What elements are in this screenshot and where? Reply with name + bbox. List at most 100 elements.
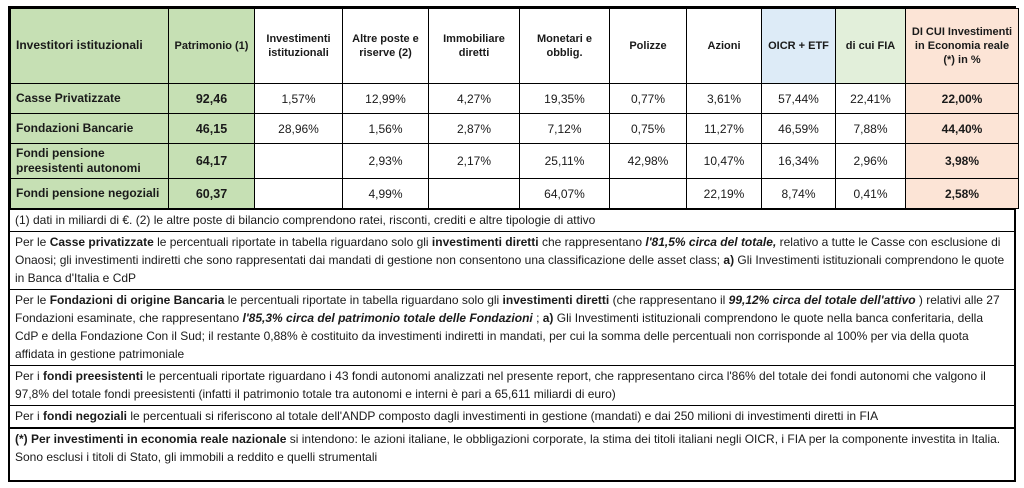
data-cell: 2,93% <box>342 143 429 179</box>
header-cell: Monetari e obblig. <box>519 8 610 84</box>
header-row: Investitori istituzionali Patrimonio (1) I… <box>10 8 1019 84</box>
footnote-segment: a) <box>723 253 735 267</box>
header-cell: DI CUI Investimenti in Economia reale (*… <box>905 8 1019 84</box>
data-cell: 22,19% <box>686 178 762 209</box>
footnote-segment: ) relativi alle 27 Fondazioni esaminate,… <box>15 293 1000 325</box>
data-cell: 2,17% <box>428 143 520 179</box>
data-cell: 0,77% <box>609 83 687 114</box>
header-cell: Azioni <box>686 8 762 84</box>
header-cell: Investitori istituzionali <box>10 8 169 84</box>
footnote-segment: a) <box>542 311 554 325</box>
footnote-segment: si intendono: le azioni italiane, le obb… <box>15 432 1001 464</box>
footnote-paragraph: Per le Fondazioni di origine Bancaria le… <box>10 289 1014 365</box>
header-cell: OICR + ETF <box>761 8 836 84</box>
footnote-segment: l'81,5% circa del totale, <box>645 235 777 249</box>
table-row: Fondazioni Bancarie 46,15 28,96% 1,56% 2,87%… <box>10 113 1019 144</box>
footnote-segment: Gli Investimenti istituzionali comprendo… <box>15 253 1005 285</box>
footnote-segment: che rappresentano <box>538 235 646 249</box>
header-cell: Immobiliare diretti <box>428 8 520 84</box>
footnote-segment: investimenti diretti <box>431 235 539 249</box>
data-cell: 7,88% <box>835 113 906 144</box>
data-cell: 64,17 <box>168 143 255 179</box>
footnote-segment: relativo a tutte le Casse con esclusione… <box>15 235 1001 267</box>
footnote-paragraph: Per le Casse privatizzate le percentuali… <box>10 231 1014 289</box>
footnote-segment: Fondazioni di origine Bancaria <box>49 293 225 307</box>
data-cell <box>428 178 520 209</box>
footnote-segment: (1) dati in miliardi di €. (2) le altre … <box>15 213 596 227</box>
data-cell: 64,07% <box>519 178 610 209</box>
header-cell: Patrimonio (1) <box>168 8 255 84</box>
header-cell: Investimenti istituzionali <box>254 8 343 84</box>
data-cell: 28,96% <box>254 113 343 144</box>
data-cell <box>254 143 343 179</box>
data-cell: 8,74% <box>761 178 836 209</box>
data-cell: 92,46 <box>168 83 255 114</box>
data-cell <box>254 178 343 209</box>
data-cell: 1,56% <box>342 113 429 144</box>
data-cell <box>609 178 687 209</box>
data-cell: 46,59% <box>761 113 836 144</box>
data-cell: 0,75% <box>609 113 687 144</box>
footnote-segment: Casse privatizzate <box>49 235 154 249</box>
table-row: Fondi pensione negoziali 60,37 4,99% 64,07%… <box>10 178 1019 209</box>
footnotes: (1) dati in miliardi di €. (2) le altre … <box>10 209 1014 480</box>
footnote-segment: le percentuali si riferiscono al totale … <box>127 409 879 423</box>
header-cell: Polizze <box>609 8 687 84</box>
data-cell: 12,99% <box>342 83 429 114</box>
data-cell: 22,00% <box>905 83 1019 114</box>
footnote-segment: le percentuali riportate in tabella rigu… <box>153 235 432 249</box>
data-cell: 3,98% <box>905 143 1019 179</box>
footnote-paragraph: Per i fondi negoziali le percentuali si … <box>10 405 1014 427</box>
footnote-segment: (*) Per investimenti in economia reale n… <box>15 432 287 446</box>
data-cell: 7,12% <box>519 113 610 144</box>
footnote-paragraph: Per i fondi preesistenti le percentuali … <box>10 365 1014 405</box>
header-cell: di cui FIA <box>835 8 906 84</box>
data-cell: 0,41% <box>835 178 906 209</box>
footnote-segment: (che rappresentano il <box>609 293 729 307</box>
footnote-segment: fondi negoziali <box>43 409 128 423</box>
data-cell: 44,40% <box>905 113 1019 144</box>
table-header: Investitori istituzionali Patrimonio (1) I… <box>10 8 1019 84</box>
footnote-segment: Per le <box>15 235 50 249</box>
footnote-segment: Per i <box>15 409 44 423</box>
investors-table: Investitori istituzionali Patrimonio (1) I… <box>10 8 1019 209</box>
table-outer-border: Investitori istituzionali Patrimonio (1) I… <box>8 6 1019 482</box>
data-cell: 10,47% <box>686 143 762 179</box>
row-label: Fondi pensione preesistenti autonomi <box>10 143 169 179</box>
table-body: Casse Privatizzate 92,46 1,57% 12,99% 4,27% 1… <box>10 83 1019 209</box>
footnote-segment: investimenti diretti <box>502 293 610 307</box>
data-cell: 46,15 <box>168 113 255 144</box>
data-cell: 4,99% <box>342 178 429 209</box>
data-cell: 19,35% <box>519 83 610 114</box>
footnote-paragraph: (*) Per investimenti in economia reale n… <box>10 427 1014 480</box>
data-cell: 2,58% <box>905 178 1019 209</box>
footnote-segment: Gli Investimenti istituzionali comprendo… <box>15 311 983 361</box>
table-row: Casse Privatizzate 92,46 1,57% 12,99% 4,27% 1… <box>10 83 1019 114</box>
data-cell: 60,37 <box>168 178 255 209</box>
data-cell: 3,61% <box>686 83 762 114</box>
table-row: Fondi pensione preesistenti autonomi 64,1… <box>10 143 1019 179</box>
data-cell: 42,98% <box>609 143 687 179</box>
data-cell: 4,27% <box>428 83 520 114</box>
row-label: Fondazioni Bancarie <box>10 113 169 144</box>
footnote-segment: fondi preesistenti <box>43 369 144 383</box>
data-cell: 1,57% <box>254 83 343 114</box>
footnote-segment: Per i <box>15 369 44 383</box>
footnote-paragraph: (1) dati in miliardi di €. (2) le altre … <box>10 209 1014 231</box>
data-cell: 57,44% <box>761 83 836 114</box>
data-cell: 2,87% <box>428 113 520 144</box>
footnote-segment: le percentuali riportate riguardano i 43… <box>15 369 986 401</box>
data-cell: 16,34% <box>761 143 836 179</box>
footnote-segment: ; <box>532 311 543 325</box>
footnote-segment: 99,12% circa del totale dell'attivo <box>728 293 916 307</box>
footnote-segment: Per le <box>15 293 50 307</box>
data-cell: 22,41% <box>835 83 906 114</box>
footnote-segment: l'85,3% circa del patrimonio totale dell… <box>242 311 533 325</box>
data-cell: 2,96% <box>835 143 906 179</box>
data-cell: 11,27% <box>686 113 762 144</box>
row-label: Casse Privatizzate <box>10 83 169 114</box>
footnote-segment: le percentuali riportate in tabella rigu… <box>224 293 503 307</box>
row-label: Fondi pensione negoziali <box>10 178 169 209</box>
data-cell: 25,11% <box>519 143 610 179</box>
